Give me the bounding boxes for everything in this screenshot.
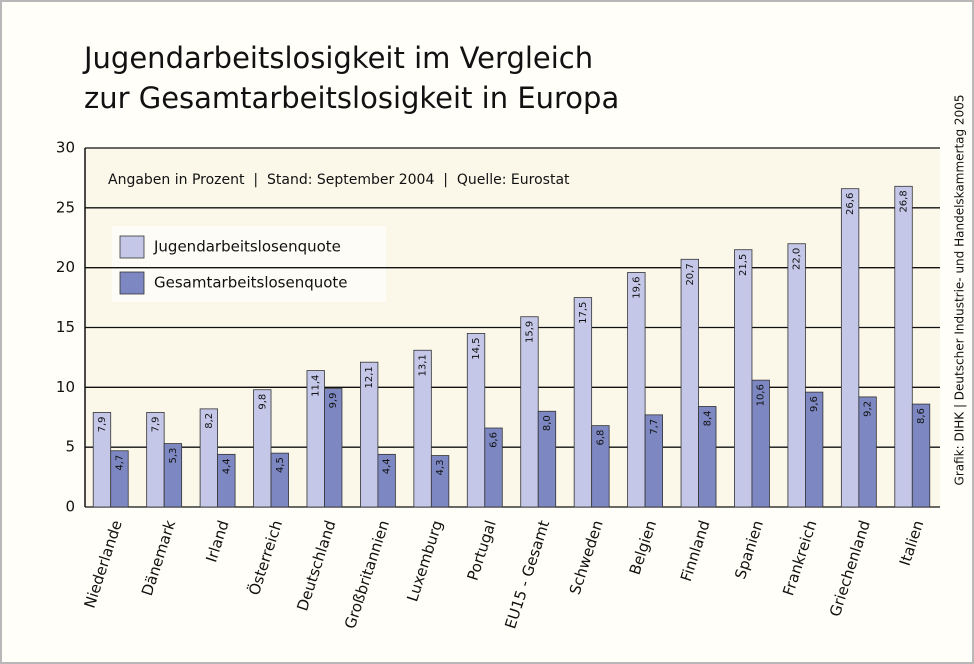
value-label: 12,1 [364,366,375,388]
bar [734,249,753,508]
annotation: Angaben in Prozent | Stand: September 20… [108,172,570,188]
bar [520,316,539,508]
value-label: 4,4 [221,458,232,474]
bar [377,453,396,508]
value-label: 7,9 [97,416,108,432]
legend-swatch [119,235,145,259]
value-label: 6,6 [489,432,500,448]
value-label: 5,3 [168,448,179,464]
bar [466,333,486,508]
legend-swatch [119,271,145,295]
value-label: 7,7 [649,419,660,435]
bar [360,361,379,508]
value-label: 8,0 [542,415,553,431]
bar [413,349,432,508]
value-label: 4,7 [114,455,125,471]
value-label: 9,6 [809,396,820,412]
legend-label: Gesamtarbeitslosenquote [154,274,348,292]
bar [751,379,770,508]
bar [680,258,699,508]
value-label: 15,9 [524,321,535,343]
value-label: 8,6 [916,408,927,424]
value-label: 6,8 [595,430,606,446]
bar [217,453,236,508]
bar [253,389,272,508]
value-label: 4,3 [435,460,446,476]
bar [627,272,646,508]
value-label: 8,4 [702,410,713,426]
bar [894,185,913,508]
bar [858,396,877,508]
bar [698,406,717,508]
bar [805,391,824,508]
value-label: 9,2 [863,401,874,417]
value-label: 17,5 [578,302,589,324]
value-label: 9,9 [328,393,339,409]
bar [430,455,450,508]
y-tick-label: 0 [65,498,75,516]
bar [573,297,593,508]
bar [644,414,663,508]
bar [787,243,806,508]
source: Grafik: DIHK | Deutscher Industrie- und … [953,95,967,486]
value-label: 22,0 [792,248,803,270]
value-label: 13,1 [418,354,429,376]
value-label: 26,6 [845,193,856,215]
value-label: 10,6 [756,384,767,406]
value-label: 19,6 [631,276,642,298]
bar [324,388,343,508]
bar [484,427,503,508]
y-tick-label: 20 [56,258,75,276]
value-label: 14,5 [471,337,482,359]
value-label: 8,2 [204,413,215,429]
value-label: 11,4 [311,375,322,397]
bar [840,188,860,508]
value-label: 20,7 [685,263,696,285]
bar [110,450,129,508]
legend [112,226,386,302]
y-tick-label: 15 [56,318,75,336]
bar [591,425,610,508]
value-label: 4,4 [382,458,393,474]
legend-label: Jugendarbeitslosenquote [153,238,341,256]
bar [537,410,557,508]
value-label: 9,8 [257,394,268,410]
chart-title: zur Gesamtarbeitslosigkeit in Europa [84,81,619,115]
bar [911,403,931,508]
y-tick-label: 25 [56,198,75,216]
value-label: 26,8 [899,190,910,212]
value-label: 7,9 [150,416,161,432]
y-tick-label: 30 [56,139,75,157]
bar [163,443,183,508]
value-label: 21,5 [738,254,749,276]
chart-title: Jugendarbeitslosigkeit im Vergleich [82,41,593,75]
bar [270,452,289,508]
y-tick-label: 5 [65,438,75,456]
y-tick-label: 10 [56,378,75,396]
value-label: 4,5 [275,457,286,473]
